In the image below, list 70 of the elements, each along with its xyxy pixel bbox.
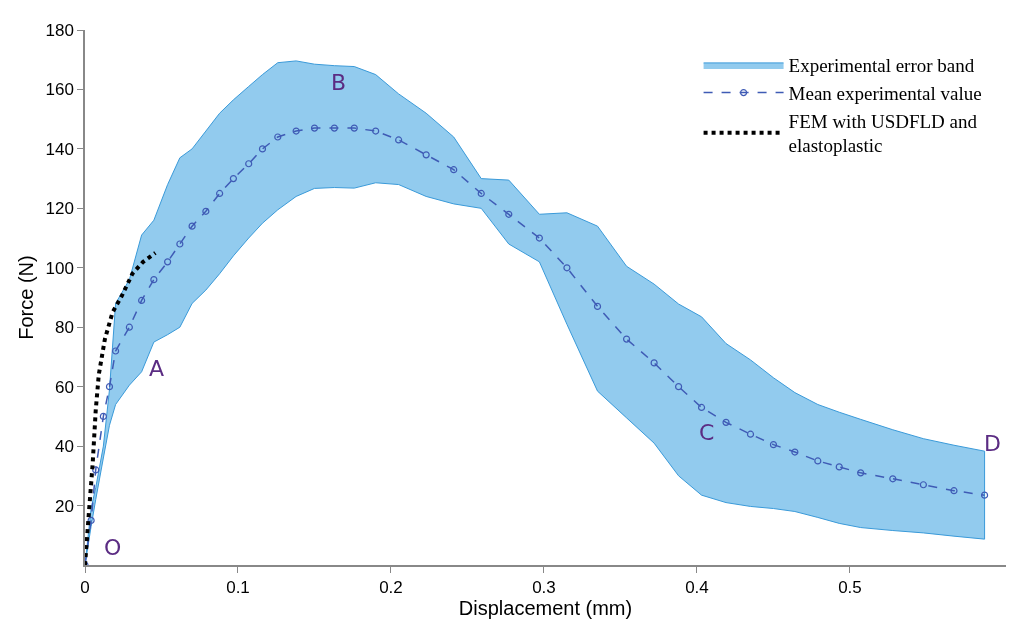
point [722, 418, 730, 426]
point [422, 151, 430, 159]
x-tick-label: 0.5 [838, 578, 862, 598]
y-tick-label: 80 [54, 318, 74, 338]
x-tick-label: 0.3 [532, 578, 556, 598]
point [980, 491, 989, 499]
point [274, 133, 282, 141]
point [125, 323, 133, 331]
x-tick-label: 0.1 [226, 578, 250, 598]
point [450, 166, 458, 174]
y-tick-label: 100 [45, 258, 74, 278]
point [746, 430, 755, 438]
x-tick-label: 0.4 [685, 578, 709, 598]
annotation: D [984, 431, 1001, 456]
point [697, 403, 706, 412]
point [258, 145, 267, 153]
y-tick-label: 40 [54, 437, 74, 457]
point [245, 160, 253, 168]
legend-label: FEM with USDFLD and elastoplastic [788, 110, 978, 157]
point [535, 234, 543, 242]
point [372, 127, 380, 135]
point [950, 487, 958, 495]
y-tick-label: 60 [54, 377, 74, 397]
point [563, 264, 571, 272]
annotation: B [331, 70, 347, 95]
point [791, 448, 799, 456]
point [87, 516, 95, 525]
point [857, 469, 865, 477]
y-tick-label: 180 [45, 20, 74, 40]
point [650, 359, 658, 367]
point [769, 441, 778, 449]
point [105, 383, 114, 391]
point [99, 412, 107, 420]
point [92, 466, 100, 474]
point [889, 475, 897, 483]
point [350, 124, 358, 132]
annotation: A [149, 356, 165, 381]
point [814, 457, 822, 465]
point [330, 124, 338, 132]
point [835, 463, 843, 471]
point [292, 127, 300, 135]
point [310, 124, 319, 132]
point [395, 136, 403, 144]
point [229, 175, 237, 183]
point [622, 335, 631, 343]
point [593, 302, 602, 311]
y-tick-label: 120 [45, 199, 74, 219]
y-tick-label: 20 [54, 496, 74, 516]
annotation: O [104, 535, 122, 560]
point [112, 347, 120, 355]
legend-label: Mean experimental value [788, 83, 982, 105]
x-tick-label: 0.2 [379, 578, 403, 598]
point [150, 276, 158, 284]
point [138, 296, 146, 305]
point [477, 189, 485, 198]
annotation: C [699, 420, 715, 445]
point [505, 210, 513, 218]
point [188, 222, 196, 230]
y-tick-label: 140 [45, 139, 74, 159]
point [176, 240, 184, 248]
x-tick-label: 0 [80, 578, 90, 598]
point [675, 383, 683, 391]
legend-label: Experimental error band [788, 55, 975, 77]
y-tick-label: 160 [45, 80, 74, 100]
point [919, 481, 927, 489]
x-axis-title: Displacement (mm) [458, 597, 633, 620]
y-axis-title: Force (N) [15, 255, 38, 340]
point [164, 258, 172, 266]
point [216, 189, 224, 198]
point [202, 207, 210, 215]
